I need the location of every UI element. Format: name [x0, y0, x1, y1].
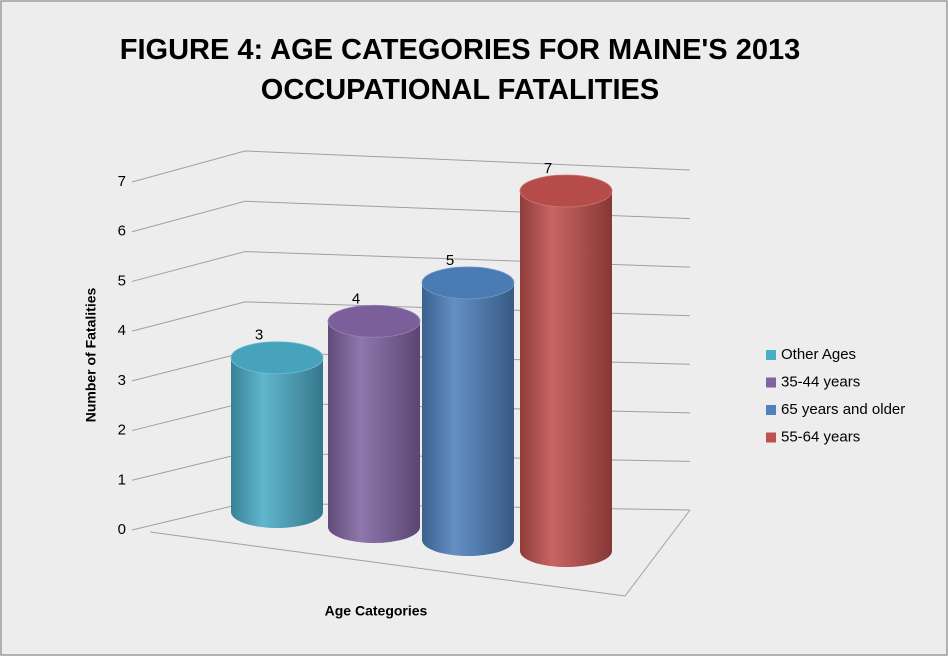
legend-label: 55-64 years: [781, 428, 860, 445]
y-tick-label: 5: [118, 272, 126, 289]
y-tick-label: 4: [118, 322, 126, 339]
legend-label: 35-44 years: [781, 373, 860, 390]
y-tick-label: 3: [118, 372, 126, 389]
bar-top: [327, 304, 421, 338]
x-axis-label: Age Categories: [325, 603, 428, 619]
y-tick-label: 6: [118, 223, 126, 240]
chart-title: FIGURE 4: AGE CATEGORIES FOR MAINE'S 201…: [119, 34, 801, 106]
data-label: 3: [255, 327, 263, 344]
bar: [328, 321, 420, 543]
legend-swatch: [766, 432, 776, 443]
legend-swatch: [766, 405, 776, 415]
floor-edge: [149, 509, 691, 597]
legend-label: Other Ages: [781, 346, 856, 363]
bar: [422, 282, 514, 556]
y-tick-label: 2: [118, 422, 126, 439]
y-tick-label: 7: [118, 173, 126, 190]
grid-line: [131, 150, 691, 183]
data-label: 7: [544, 160, 552, 177]
bar: [231, 357, 323, 528]
bar: [520, 191, 612, 567]
legend-label: 65 years and older: [781, 401, 905, 418]
bar-top: [421, 266, 515, 300]
legend-swatch: [766, 377, 776, 388]
y-axis-label: Number of Fatalities: [83, 288, 99, 423]
y-tick-label: 1: [118, 471, 126, 488]
data-label: 4: [352, 290, 360, 307]
y-tick-label: 0: [118, 521, 126, 538]
bar-top: [230, 341, 324, 375]
bar-top: [519, 174, 613, 208]
data-label: 5: [446, 252, 454, 269]
legend-swatch: [766, 350, 776, 360]
